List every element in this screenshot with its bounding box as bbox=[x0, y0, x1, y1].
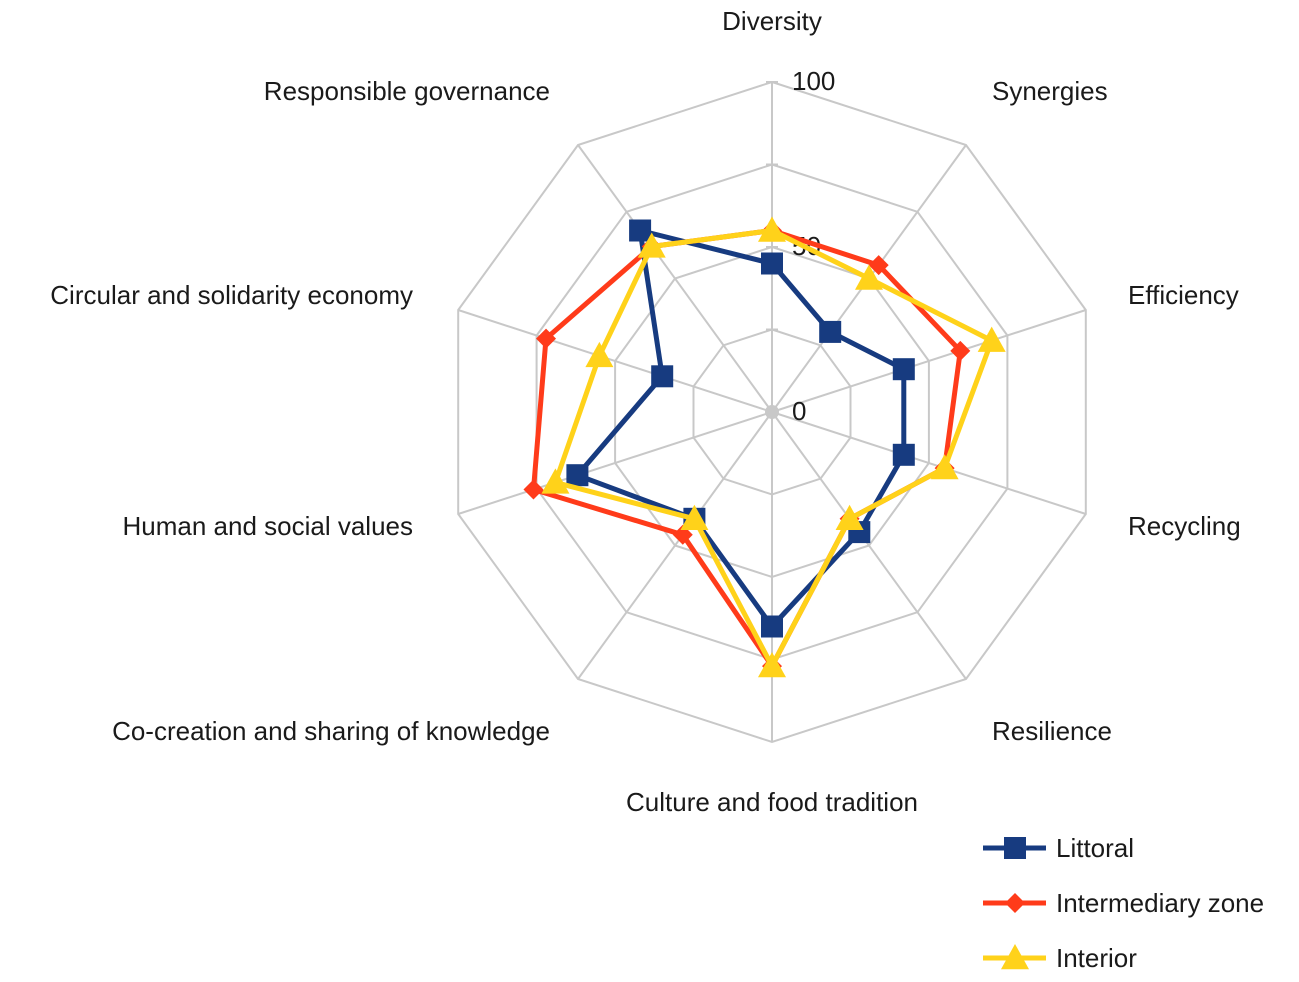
data-point-interior-resilience bbox=[835, 504, 864, 530]
data-point-intermediary-zone-circular-and-solidarity-economy bbox=[536, 328, 557, 349]
legend-swatch-marker-intermediary-zone bbox=[1005, 893, 1025, 913]
data-point-interior-culture-and-food-tradition bbox=[758, 652, 786, 678]
data-point-interior-human-and-social-values bbox=[541, 468, 570, 494]
legend-marker-shape-intermediary-zone bbox=[1005, 893, 1025, 913]
radial-ticks: 0 50 100 bbox=[792, 66, 835, 426]
legend-label-interior: Interior bbox=[1056, 943, 1137, 973]
data-point-littoral-synergies bbox=[819, 320, 842, 343]
data-point-littoral-diversity bbox=[761, 252, 783, 275]
axis-label-recycling: Recycling bbox=[1128, 511, 1241, 541]
data-point-interior-responsible-governance bbox=[637, 232, 666, 258]
data-point-interior-circular-and-solidarity-economy bbox=[585, 341, 614, 368]
legend-item-interior: Interior bbox=[983, 943, 1137, 973]
axis-label-human-and-social-values: Human and social values bbox=[123, 511, 414, 541]
data-point-littoral-responsible-governance bbox=[629, 219, 652, 242]
legend: Littoral Intermediary zone Interior bbox=[983, 833, 1264, 973]
axis-label-resilience: Resilience bbox=[992, 716, 1112, 746]
series-interior bbox=[541, 216, 1006, 678]
grid-ring-50 bbox=[614, 245, 930, 579]
legend-item-littoral: Littoral bbox=[983, 833, 1134, 863]
data-point-interior-efficiency bbox=[977, 326, 1006, 352]
axis-label-circular-and-solidarity-economy: Circular and solidarity economy bbox=[50, 280, 413, 310]
legend-marker-shape-interior bbox=[1001, 944, 1029, 970]
tick-label-0: 0 bbox=[792, 396, 806, 426]
data-point-interior-diversity bbox=[758, 216, 786, 242]
data-point-intermediary-zone-efficiency bbox=[950, 340, 971, 361]
data-point-interior-co-creation-and-sharing-of-knowledge bbox=[680, 504, 709, 530]
data-point-interior-synergies bbox=[854, 264, 883, 290]
data-point-littoral-culture-and-food-tradition bbox=[761, 615, 783, 638]
axis-label-responsible-governance: Responsible governance bbox=[264, 76, 550, 106]
axis-label-synergies: Synergies bbox=[992, 76, 1108, 106]
data-point-interior-recycling bbox=[930, 454, 959, 480]
grid-ring-25 bbox=[692, 328, 852, 496]
data-point-littoral-recycling bbox=[892, 443, 915, 466]
series-layer bbox=[523, 216, 1006, 678]
legend-label-littoral: Littoral bbox=[1056, 833, 1134, 863]
legend-swatch-marker-littoral bbox=[1004, 837, 1026, 859]
center-point bbox=[765, 405, 779, 419]
axis-label-diversity: Diversity bbox=[722, 6, 822, 36]
tick-label-100: 100 bbox=[792, 66, 835, 96]
axis-label-co-creation-and-sharing-of-knowledge: Co-creation and sharing of knowledge bbox=[112, 716, 550, 746]
axis-labels: Diversity Synergies Efficiency Recycling… bbox=[50, 6, 1240, 817]
data-point-intermediary-zone-synergies bbox=[868, 255, 889, 276]
legend-item-intermediary-zone: Intermediary zone bbox=[983, 888, 1264, 918]
data-point-littoral-efficiency bbox=[892, 358, 915, 381]
legend-marker-shape-littoral bbox=[1004, 837, 1026, 859]
legend-swatch-marker-interior bbox=[1001, 944, 1029, 970]
axis-label-culture-and-food-tradition: Culture and food tradition bbox=[626, 787, 918, 817]
data-point-littoral-human-and-social-values bbox=[566, 464, 589, 487]
axis-label-efficiency: Efficiency bbox=[1128, 280, 1239, 310]
data-point-littoral-circular-and-solidarity-economy bbox=[651, 365, 674, 388]
radar-grid bbox=[457, 80, 1087, 744]
legend-label-intermediary-zone: Intermediary zone bbox=[1056, 888, 1264, 918]
grid-ring-100 bbox=[457, 80, 1087, 744]
data-point-intermediary-zone-human-and-social-values bbox=[523, 479, 544, 500]
